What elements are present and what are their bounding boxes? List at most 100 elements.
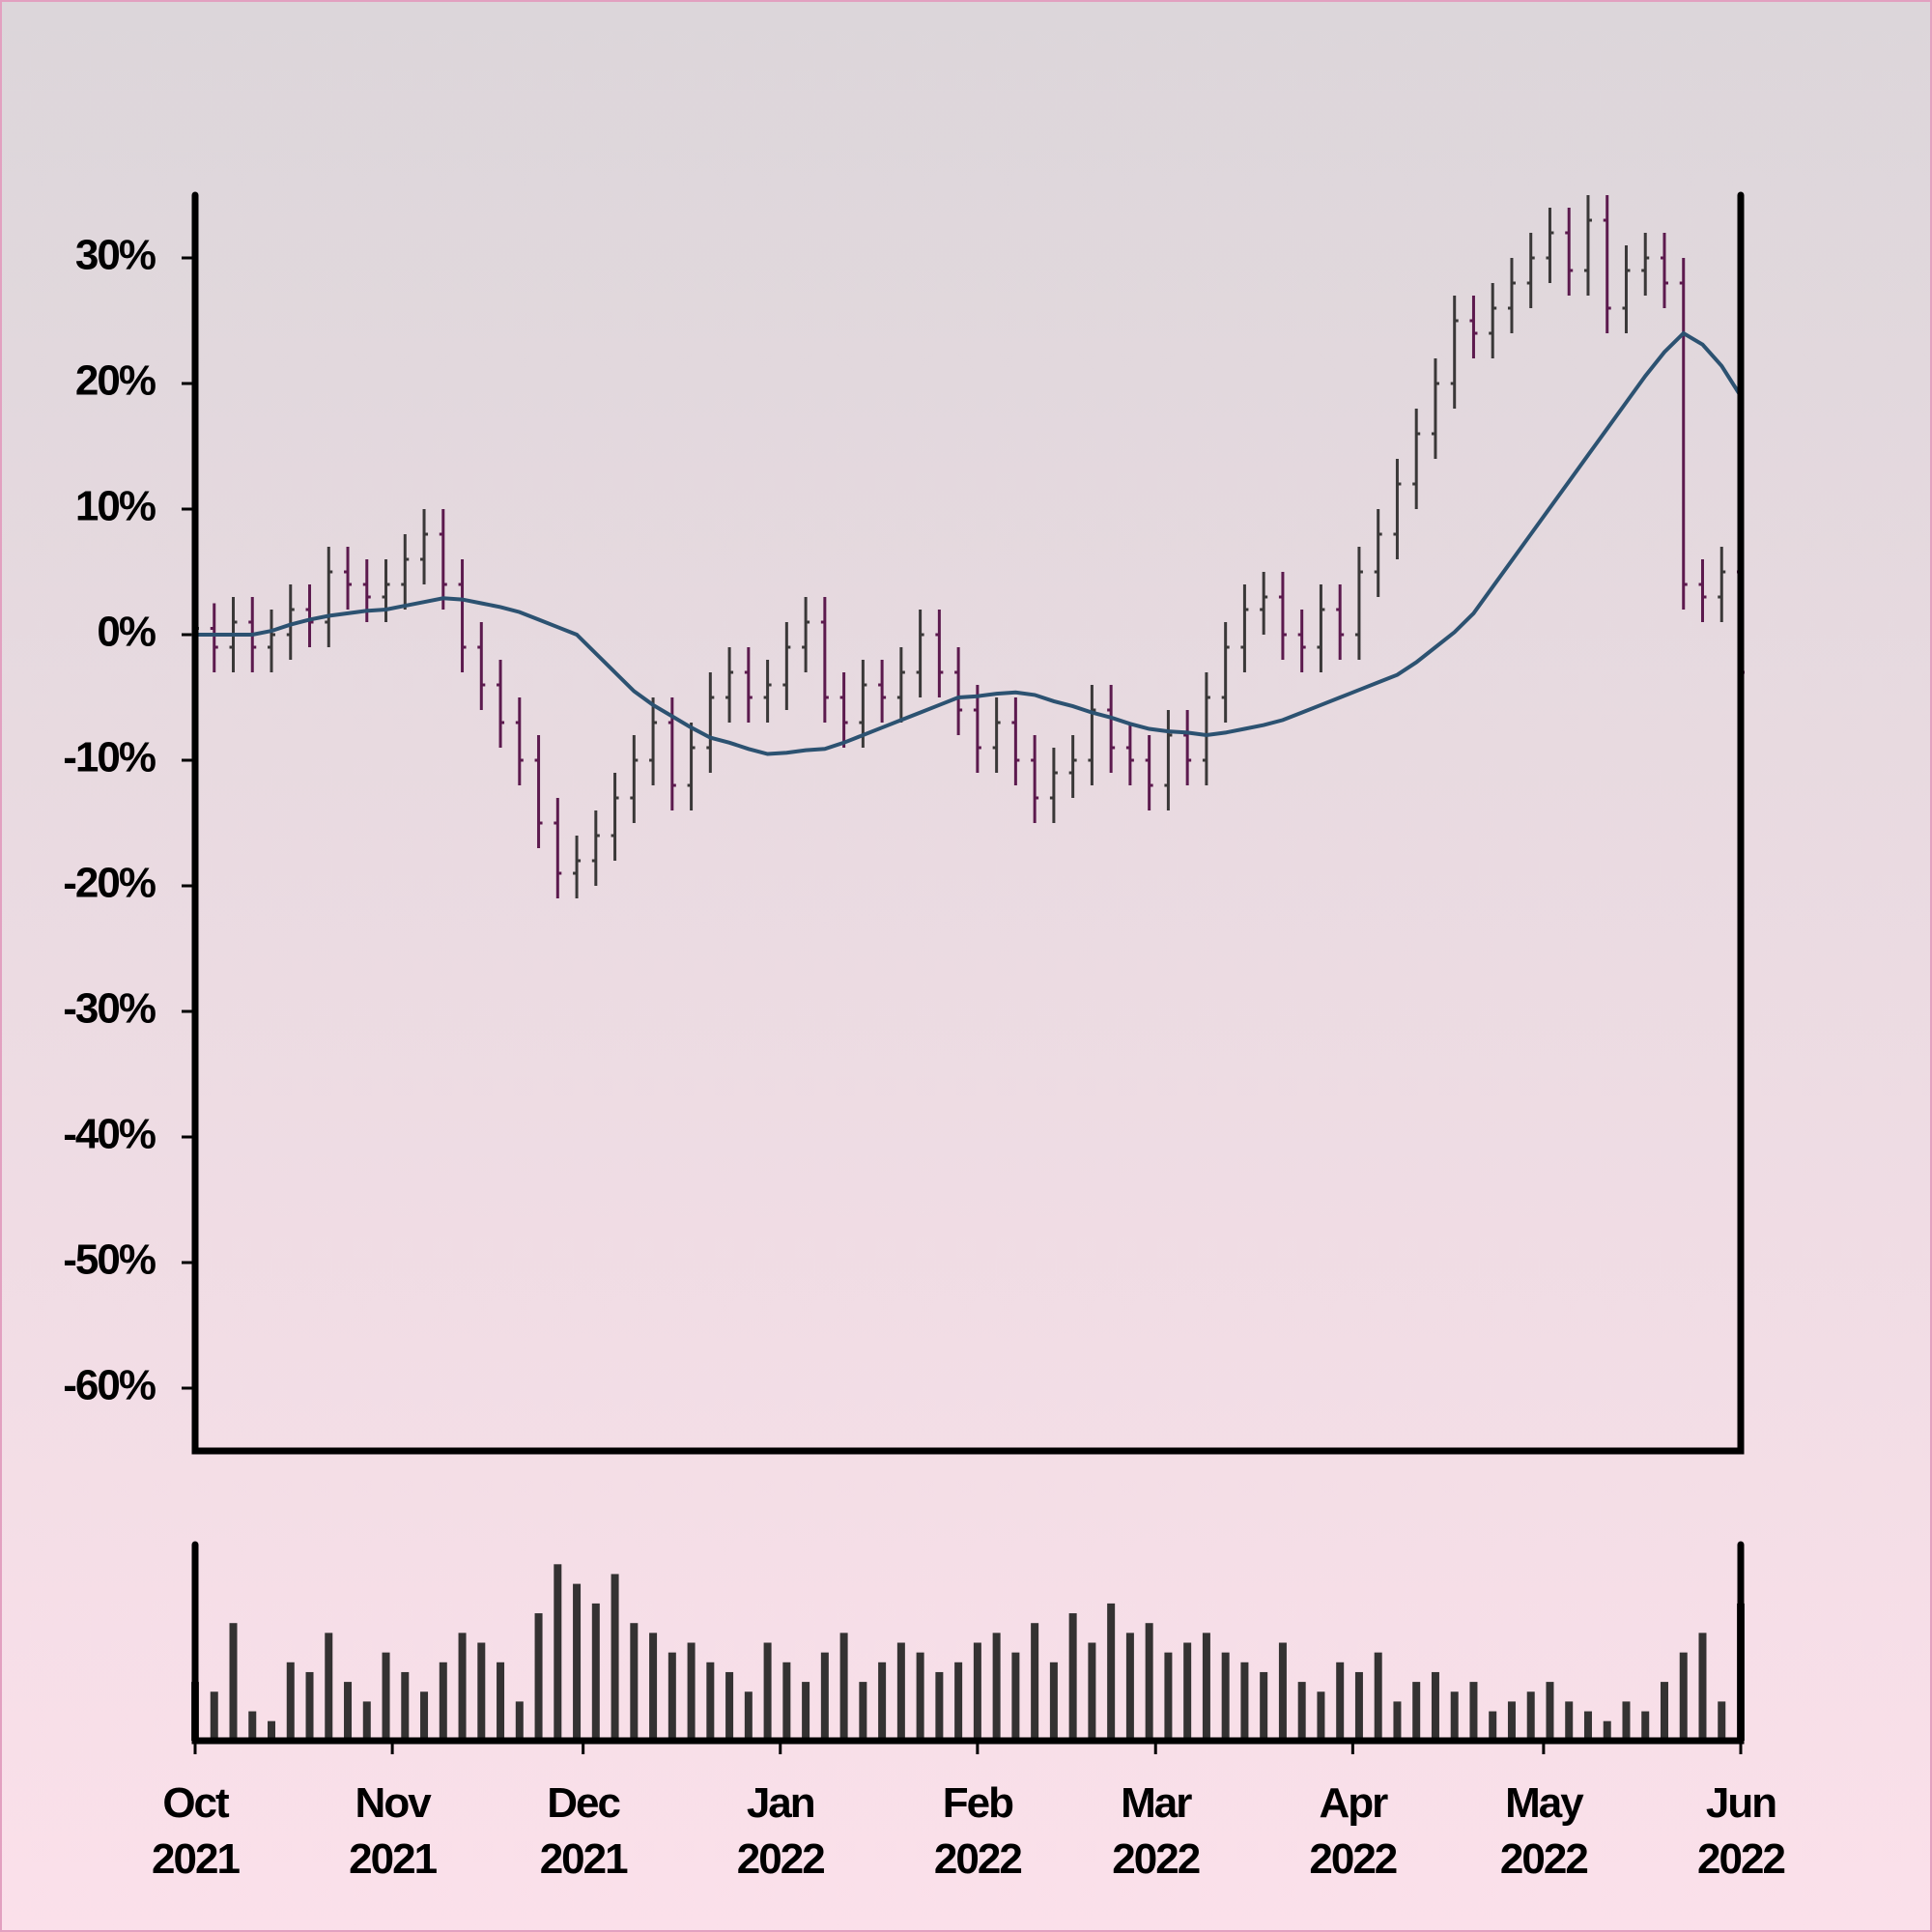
volume-bar [649, 1633, 658, 1741]
volume-bar [896, 1642, 905, 1741]
volume-bar [1507, 1701, 1516, 1741]
volume-bar [954, 1662, 963, 1741]
volume-bar [1679, 1652, 1688, 1741]
volume-bar [1698, 1633, 1707, 1741]
x-tick-label: Nov 2021 [349, 1779, 438, 1883]
volume-bar [973, 1642, 981, 1741]
volume-bar [802, 1682, 810, 1741]
volume-bar [344, 1682, 353, 1741]
moving-average [195, 330, 1743, 756]
volume-bar [1565, 1701, 1574, 1741]
volume-bar [458, 1633, 467, 1741]
volume-bar [935, 1671, 944, 1741]
volume-bar [744, 1691, 753, 1741]
volume-bar [1431, 1671, 1439, 1741]
volume-bar [286, 1662, 295, 1741]
volume-bar [325, 1633, 333, 1741]
volume-bar [1622, 1701, 1631, 1741]
y-tick-label: -10% [63, 734, 156, 781]
volume-bar [1374, 1652, 1382, 1741]
x-tick-label: Jun 2022 [1697, 1779, 1786, 1883]
x-tick-label: Jan 2022 [736, 1779, 826, 1883]
volume-bar [878, 1662, 887, 1741]
axis-frame [191, 1541, 1745, 1745]
volume-bar [497, 1662, 505, 1741]
volume-bar [362, 1701, 371, 1741]
volume-bar [1336, 1662, 1345, 1741]
volume-bar [1450, 1691, 1459, 1741]
volume-bar [1107, 1603, 1116, 1741]
volume-bar [1317, 1691, 1325, 1741]
volume-bar [1583, 1711, 1592, 1741]
volume-bar [839, 1633, 848, 1741]
volume-bar [1164, 1652, 1173, 1741]
volume-bar [1031, 1623, 1039, 1741]
volume-bar [1183, 1642, 1192, 1741]
volume-bar [725, 1671, 734, 1741]
volume-bar [1603, 1720, 1611, 1741]
y-tick-label: 0% [97, 609, 155, 656]
volume-bar [1660, 1682, 1668, 1741]
x-tick-label: Feb 2022 [933, 1779, 1023, 1883]
volume-bar [630, 1623, 639, 1741]
volume-bar [1469, 1682, 1478, 1741]
y-tick-label: -60% [63, 1362, 156, 1409]
volume-bar [1718, 1701, 1726, 1741]
volume-bar [1526, 1691, 1535, 1741]
x-tick-label: Apr 2022 [1309, 1779, 1398, 1883]
volume-bar [1278, 1642, 1287, 1741]
volume-bar [668, 1652, 676, 1741]
volume-bar [687, 1642, 696, 1741]
volume-bar [1297, 1682, 1306, 1741]
volume-bar [916, 1652, 924, 1741]
y-tick-label: -20% [63, 860, 156, 907]
volume-bar [268, 1720, 276, 1741]
axis-frame [191, 191, 1745, 1455]
volume-bar [706, 1662, 715, 1741]
volume-bar [820, 1652, 829, 1741]
volume-bar [992, 1633, 1001, 1741]
volume-bar [1088, 1642, 1096, 1741]
volume-bar [1221, 1652, 1230, 1741]
x-tick-label: Mar 2022 [1112, 1779, 1201, 1883]
volume-bar [1125, 1633, 1134, 1741]
x-tick-label: May 2022 [1499, 1779, 1589, 1883]
volume-bar [554, 1564, 562, 1741]
volume-bar [229, 1623, 238, 1741]
y-tick-label: -40% [63, 1111, 156, 1158]
volume-bar [1049, 1662, 1058, 1741]
volume-bar [1260, 1671, 1268, 1741]
volume-bar [1393, 1701, 1402, 1741]
volume-bar [763, 1642, 772, 1741]
volume-bar [1068, 1613, 1077, 1741]
volume-bar [1145, 1623, 1153, 1741]
volume-bar [782, 1662, 791, 1741]
volume-bar [1412, 1682, 1421, 1741]
volume-bar [534, 1613, 543, 1741]
volume-bar [1011, 1652, 1020, 1741]
volume-bar [591, 1603, 600, 1741]
volume-bar [859, 1682, 867, 1741]
volume-bar [611, 1574, 619, 1741]
y-tick-label: 30% [75, 232, 156, 279]
volume-bar [1354, 1671, 1363, 1741]
volume-bar [1489, 1711, 1497, 1741]
y-tick-label: -30% [63, 985, 156, 1033]
y-tick-label: -50% [63, 1236, 156, 1284]
volume-bar [1546, 1682, 1554, 1741]
volume-bar [439, 1662, 447, 1741]
volume-bar [382, 1652, 390, 1741]
volume-bar [210, 1691, 218, 1741]
volume-bar [1202, 1633, 1210, 1741]
volume-bar [477, 1642, 486, 1741]
x-tick-label: Oct 2021 [152, 1779, 241, 1883]
y-tick-label: 10% [75, 483, 156, 530]
volume-bar [573, 1583, 582, 1741]
volume-bar [1641, 1711, 1650, 1741]
volume-bar [401, 1671, 410, 1741]
volume-bar [305, 1671, 314, 1741]
x-tick-label: Dec 2021 [539, 1779, 629, 1883]
volume-bar [1240, 1662, 1249, 1741]
